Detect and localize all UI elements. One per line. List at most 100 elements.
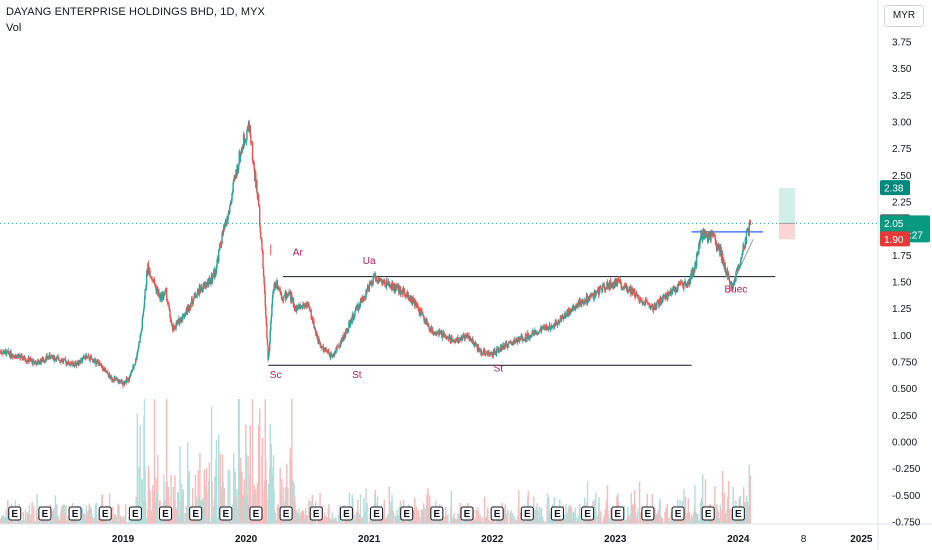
volume-indicator-label[interactable]: Vol xyxy=(6,22,22,34)
volume-bar xyxy=(400,519,403,524)
candle-body xyxy=(580,301,583,306)
candle-body xyxy=(70,364,72,366)
volume-bar xyxy=(214,476,216,524)
candle-body xyxy=(286,293,288,298)
candle-body xyxy=(219,243,221,250)
candle-body xyxy=(261,240,263,250)
candle-body xyxy=(648,304,650,306)
earnings-marker-label: E xyxy=(313,509,320,520)
volume-bar xyxy=(579,503,581,524)
candle-body xyxy=(231,192,234,194)
candle-body xyxy=(553,323,556,328)
volume-bar xyxy=(173,500,175,524)
candle-body xyxy=(529,337,531,339)
volume-bar xyxy=(170,475,172,524)
volume-bar xyxy=(115,517,117,524)
volume-bar xyxy=(249,425,251,524)
candle-body xyxy=(297,305,300,309)
volume-bar xyxy=(422,503,425,524)
candle-body xyxy=(599,286,601,294)
candle-body xyxy=(294,310,296,312)
candle-body xyxy=(313,321,315,329)
y-tick-label: -0.750 xyxy=(892,518,921,529)
candle-body xyxy=(650,305,652,307)
candle-body xyxy=(473,342,476,346)
volume-bar xyxy=(209,521,212,524)
volume-bar xyxy=(450,490,453,524)
candle-body xyxy=(670,289,672,293)
candle-body xyxy=(222,231,224,236)
candle-body xyxy=(381,279,383,284)
earnings-marker-label: E xyxy=(162,509,169,520)
candle-body xyxy=(142,311,145,316)
currency-selector[interactable]: MYR xyxy=(884,5,924,27)
candle-body xyxy=(25,361,28,363)
candle-body xyxy=(176,321,178,325)
volume-bar xyxy=(603,516,605,524)
candle-body xyxy=(448,336,450,340)
candle-body xyxy=(328,352,330,354)
candle-body xyxy=(689,275,692,281)
volume-bar xyxy=(365,488,367,524)
candle-body xyxy=(711,232,714,236)
volume-bar xyxy=(123,520,126,524)
candle-body xyxy=(262,251,264,268)
candle-body xyxy=(243,134,245,144)
candle-body xyxy=(124,381,126,384)
candle-body xyxy=(281,296,283,299)
candle-body xyxy=(119,380,121,384)
candle-body xyxy=(635,294,637,298)
candle-body xyxy=(164,290,166,295)
volume-bar xyxy=(266,500,268,524)
earnings-marker-label: E xyxy=(614,509,621,520)
candle-body xyxy=(310,310,312,319)
candle-body xyxy=(489,352,492,356)
candle-body xyxy=(324,349,327,352)
candle-body xyxy=(194,294,197,298)
candle-body xyxy=(521,335,523,341)
candle-body xyxy=(495,353,497,355)
earnings-marker-box xyxy=(98,506,112,521)
time-axis[interactable]: 2019 2020 2021 2022 2023 2024 8 2025 xyxy=(112,534,873,545)
candle-body xyxy=(448,336,451,338)
candle-body xyxy=(662,295,665,298)
volume-bar xyxy=(637,522,640,524)
candle-body xyxy=(581,300,583,302)
volume-bar xyxy=(563,514,565,524)
earnings-marker: E xyxy=(490,506,504,521)
candle-body xyxy=(24,360,27,362)
candle-body xyxy=(303,305,305,307)
volume-bar xyxy=(273,490,275,524)
candle-body xyxy=(142,315,144,319)
candle-body xyxy=(569,309,572,313)
volume-bar xyxy=(641,518,644,524)
candle-body xyxy=(266,338,269,346)
volume-bar xyxy=(145,517,147,524)
candle-body xyxy=(227,214,229,220)
candle-body xyxy=(260,238,263,241)
candle-body xyxy=(530,334,533,337)
candle-body xyxy=(585,299,587,303)
candle-body xyxy=(707,233,709,243)
candle-body xyxy=(525,339,528,341)
candle-body xyxy=(453,340,456,342)
candle-body xyxy=(607,285,609,289)
candle-body xyxy=(372,276,374,284)
candle-body xyxy=(511,343,513,345)
volume-bar xyxy=(94,504,96,524)
candle-body xyxy=(252,159,254,164)
earnings-marker-box xyxy=(279,506,293,521)
volume-bar xyxy=(166,482,168,524)
volume-bar xyxy=(224,517,227,524)
candle-body xyxy=(118,380,120,382)
candle-body xyxy=(729,282,732,286)
earnings-marker-box xyxy=(370,506,384,521)
candle-body xyxy=(620,280,622,284)
volume-bar xyxy=(724,512,727,524)
candle-body xyxy=(402,288,404,295)
candle-body xyxy=(22,358,24,360)
price-axis[interactable]: 3.753.503.253.002.752.502.252.001.751.50… xyxy=(892,38,921,529)
candle-body xyxy=(229,203,232,206)
volume-bar xyxy=(144,466,146,524)
